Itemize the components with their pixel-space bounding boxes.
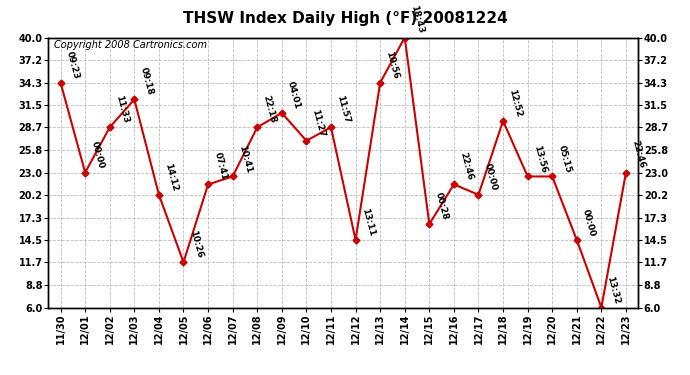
Text: 11:33: 11:33 xyxy=(114,94,130,124)
Text: 11:57: 11:57 xyxy=(335,94,351,124)
Text: 07:41: 07:41 xyxy=(213,152,228,182)
Text: 22:18: 22:18 xyxy=(262,94,277,124)
Text: 10:56: 10:56 xyxy=(384,50,400,80)
Text: 11:27: 11:27 xyxy=(310,108,326,138)
Text: 10:26: 10:26 xyxy=(188,230,204,260)
Text: 04:01: 04:01 xyxy=(286,80,302,110)
Text: 12:52: 12:52 xyxy=(507,88,523,118)
Text: 00:00: 00:00 xyxy=(89,140,106,170)
Text: 13:56: 13:56 xyxy=(532,144,548,174)
Text: 14:12: 14:12 xyxy=(163,162,179,192)
Text: 13:11: 13:11 xyxy=(359,207,376,237)
Text: 00:28: 00:28 xyxy=(433,192,449,221)
Text: THSW Index Daily High (°F) 20081224: THSW Index Daily High (°F) 20081224 xyxy=(183,11,507,26)
Text: 00:00: 00:00 xyxy=(482,162,499,192)
Text: 09:18: 09:18 xyxy=(139,67,155,97)
Text: 22:46: 22:46 xyxy=(458,152,474,182)
Text: Copyright 2008 Cartronics.com: Copyright 2008 Cartronics.com xyxy=(55,40,207,50)
Text: 05:15: 05:15 xyxy=(556,144,573,174)
Text: 00:00: 00:00 xyxy=(581,208,597,237)
Text: 10:41: 10:41 xyxy=(237,144,253,174)
Text: 13:32: 13:32 xyxy=(606,275,622,305)
Text: 22:46: 22:46 xyxy=(630,140,647,170)
Text: 18:43: 18:43 xyxy=(409,4,425,35)
Text: 09:23: 09:23 xyxy=(65,50,81,80)
